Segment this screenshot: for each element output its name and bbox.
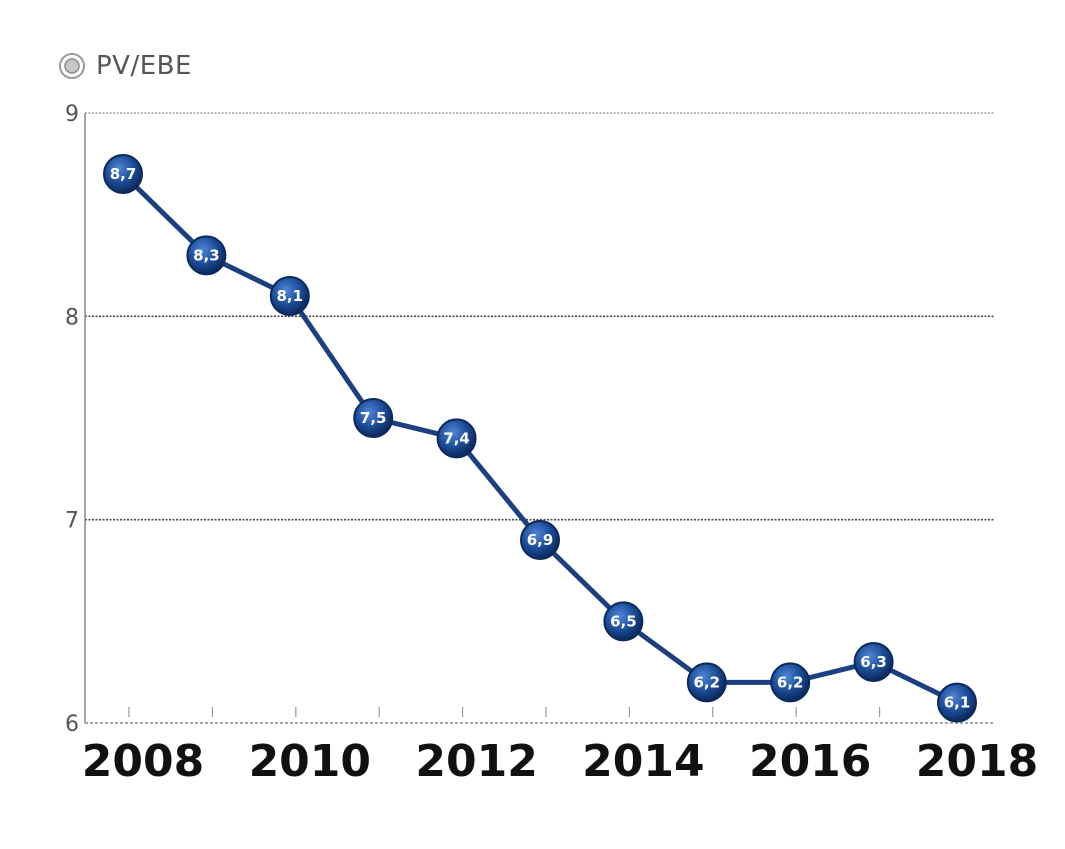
series-line xyxy=(120,171,960,706)
data-point xyxy=(603,601,644,642)
data-point xyxy=(353,398,394,438)
data-point xyxy=(520,520,560,560)
y-tick-label: 6 xyxy=(65,712,79,737)
y-tick-label: 7 xyxy=(65,509,79,534)
data-point xyxy=(937,682,977,723)
data-label: 6,1 xyxy=(944,694,971,712)
x-tick-label: 2010 xyxy=(249,736,371,787)
data-label: 8,1 xyxy=(277,287,304,305)
x-tick-label: 2016 xyxy=(749,736,871,787)
y-tick-label: 8 xyxy=(65,305,79,330)
chart-title: PV/EBE xyxy=(96,51,192,81)
chart-logo-icon xyxy=(59,53,85,79)
data-point xyxy=(103,154,143,194)
data-label: 8,3 xyxy=(193,246,220,264)
data-point xyxy=(686,662,727,703)
x-tick-label: 2008 xyxy=(82,736,204,787)
x-tick-label: 2014 xyxy=(582,736,704,787)
data-label: 6,3 xyxy=(860,653,887,671)
x-tick-label: 2018 xyxy=(916,736,1038,787)
data-label: 6,9 xyxy=(527,531,554,549)
data-label: 7,4 xyxy=(443,429,470,447)
data-label: 6,2 xyxy=(777,673,804,691)
data-point xyxy=(436,418,477,459)
data-label: 8,7 xyxy=(110,165,137,183)
data-point xyxy=(269,276,310,316)
data-label: 6,2 xyxy=(694,673,721,691)
data-point xyxy=(770,662,811,703)
data-label: 7,5 xyxy=(360,409,387,427)
data-label: 6,5 xyxy=(610,612,637,630)
data-point xyxy=(853,642,894,682)
chart-title-row: PV/EBE xyxy=(58,48,192,84)
x-tick-label: 2012 xyxy=(415,736,537,787)
data-point xyxy=(186,235,227,276)
y-tick-label: 9 xyxy=(65,102,79,127)
